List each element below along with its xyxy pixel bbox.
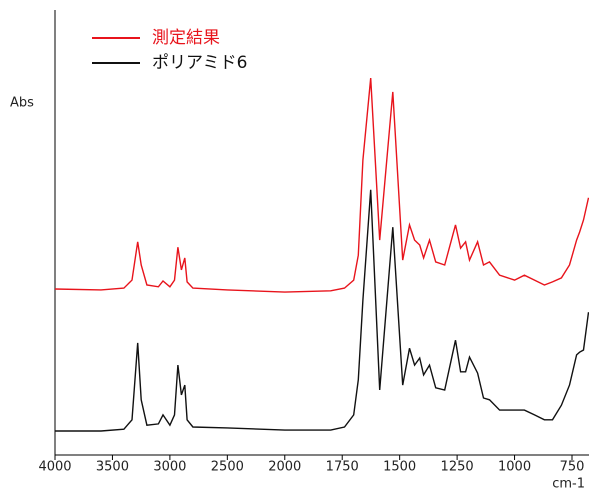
x-tick-label: 1250 bbox=[441, 460, 474, 475]
legend-text: 測定結果 bbox=[152, 28, 220, 48]
x-axis-label: cm-1 bbox=[552, 477, 585, 490]
x-tick-label: 750 bbox=[560, 460, 585, 475]
x-tick-label: 1500 bbox=[383, 460, 416, 475]
x-tick-label: 1000 bbox=[498, 460, 531, 475]
x-tick-label: 4000 bbox=[38, 460, 71, 475]
legend-text: ポリアミド6 bbox=[152, 53, 247, 73]
spectrum-line bbox=[55, 189, 589, 432]
x-tick-label: 3500 bbox=[96, 460, 129, 475]
y-axis-label: Abs bbox=[10, 96, 34, 111]
x-tick-label: 1750 bbox=[326, 460, 359, 475]
x-tick-label: 2500 bbox=[211, 460, 244, 475]
x-tick-label: 2000 bbox=[268, 460, 301, 475]
x-tick-label: 3000 bbox=[153, 460, 186, 475]
spectrum-line bbox=[54, 78, 589, 293]
